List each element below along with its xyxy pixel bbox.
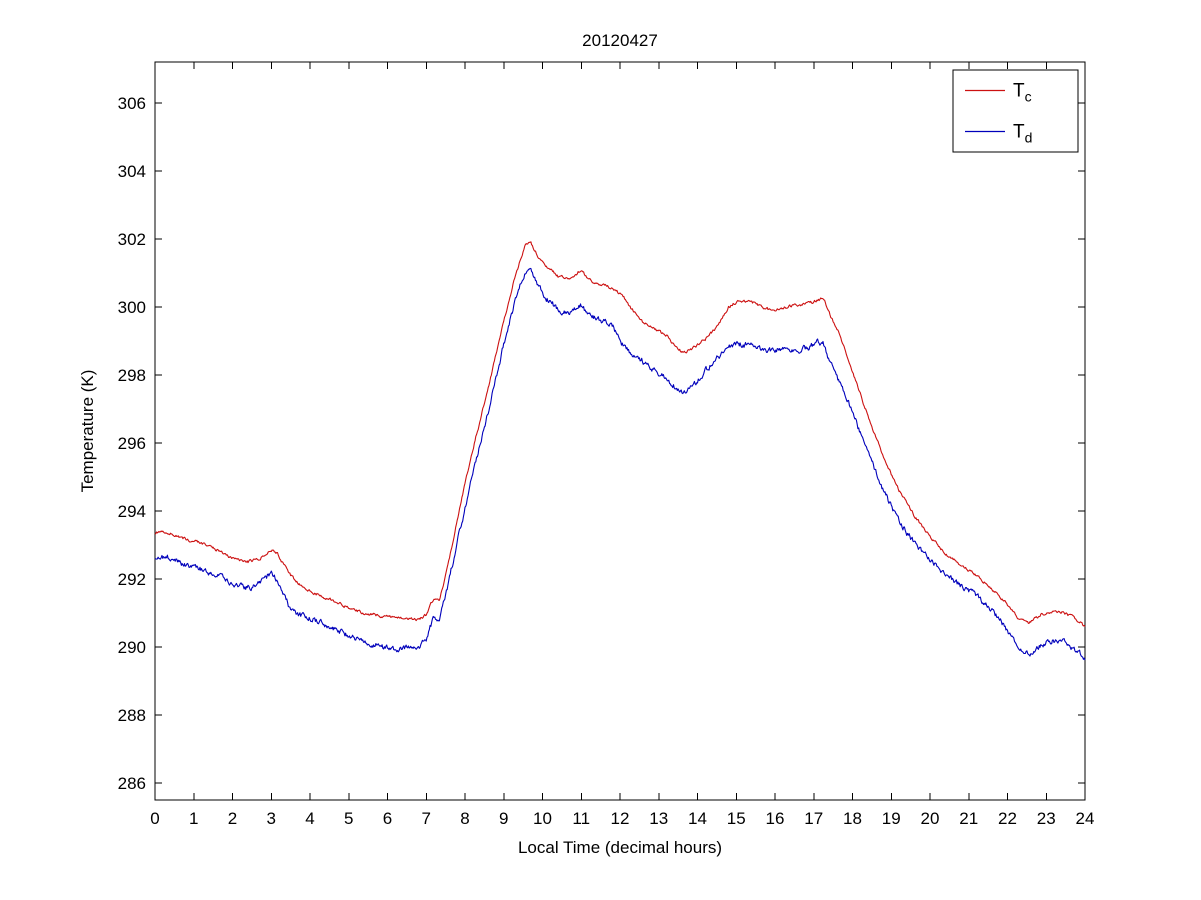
y-tick-label: 294 xyxy=(118,502,146,521)
y-tick-label: 286 xyxy=(118,774,146,793)
x-tick-label: 6 xyxy=(383,809,392,828)
series-line-Tc xyxy=(154,241,1086,627)
x-tick-label: 11 xyxy=(572,809,590,828)
x-tick-label: 5 xyxy=(344,809,353,828)
x-tick-label: 12 xyxy=(611,809,630,828)
x-tick-label: 14 xyxy=(688,809,707,828)
y-tick-labels: 286 288 290 292 294 296 298 300 302 304 306 xyxy=(118,94,146,793)
x-tick-label: 20 xyxy=(921,809,940,828)
y-tick-label: 296 xyxy=(118,434,146,453)
x-tick-label: 9 xyxy=(499,809,508,828)
x-tick-label: 22 xyxy=(998,809,1017,828)
x-tick-label: 17 xyxy=(804,809,823,828)
x-tick-label: 0 xyxy=(150,809,159,828)
legend-box xyxy=(952,69,1079,153)
x-tick-labels: 0 1 2 3 4 5 6 7 8 9 10 11 12 13 14 15 16 17 18 19 20 21 22 23 24 xyxy=(150,809,1094,828)
x-tick-label: 23 xyxy=(1037,809,1056,828)
x-tick-label: 24 xyxy=(1076,809,1095,828)
y-tick-label: 304 xyxy=(118,162,146,181)
y-tick-label: 290 xyxy=(118,638,146,657)
x-tick-label: 15 xyxy=(727,809,746,828)
x-tick-label: 16 xyxy=(766,809,785,828)
chart-title: 20120427 xyxy=(582,31,658,50)
series-line-Td xyxy=(154,267,1086,661)
x-tick-label: 3 xyxy=(267,809,276,828)
y-axis-ticks xyxy=(155,102,1085,784)
plot-border xyxy=(154,61,1086,801)
series-lines xyxy=(154,241,1086,661)
x-tick-label: 4 xyxy=(305,809,314,828)
x-tick-label: 18 xyxy=(843,809,862,828)
x-tick-label: 8 xyxy=(460,809,469,828)
x-tick-label: 21 xyxy=(959,809,978,828)
x-tick-label: 1 xyxy=(189,809,198,828)
y-tick-label: 292 xyxy=(118,570,146,589)
y-tick-label: 288 xyxy=(118,706,146,725)
x-axis-label: Local Time (decimal hours) xyxy=(517,838,723,857)
y-tick-label: 306 xyxy=(118,94,146,113)
x-tick-label: 10 xyxy=(533,809,552,828)
x-axis-ticks xyxy=(154,62,1086,800)
x-tick-label: 13 xyxy=(649,809,668,828)
y-tick-label: 300 xyxy=(118,298,146,317)
x-tick-label: 19 xyxy=(882,809,901,828)
x-tick-label: 2 xyxy=(228,809,237,828)
y-tick-label: 302 xyxy=(118,230,146,249)
x-tick-label: 7 xyxy=(422,809,431,828)
y-tick-label: 298 xyxy=(118,366,146,385)
